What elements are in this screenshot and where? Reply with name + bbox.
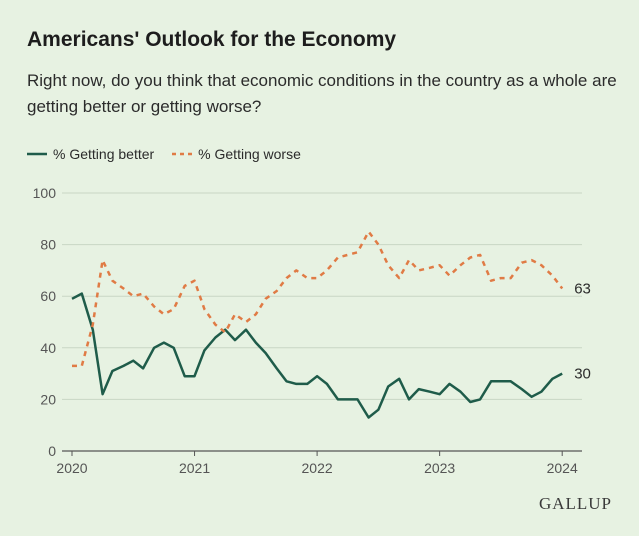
x-tick-label-2020: 2020 [56, 460, 87, 476]
x-tick-label-2022: 2022 [302, 460, 333, 476]
y-tick-label-40: 40 [40, 340, 56, 356]
end-label-better: 30 [574, 366, 591, 383]
end-label-worse: 63 [574, 280, 591, 297]
legend-swatch-better [27, 152, 47, 156]
y-tick-label-100: 100 [33, 185, 57, 201]
legend-item-worse: % Getting worse [172, 146, 301, 162]
series-line-better [71, 292, 563, 419]
chart-title: Americans' Outlook for the Economy [27, 28, 397, 51]
y-tick-label-20: 20 [40, 391, 56, 407]
gallup-logo: GALLUP [538, 494, 612, 513]
legend: % Getting better % Getting worse [27, 146, 319, 162]
x-tick-label-2021: 2021 [179, 460, 210, 476]
y-tick-label-60: 60 [40, 288, 56, 304]
x-tick-label-2023: 2023 [424, 460, 455, 476]
legend-label-better: % Getting better [53, 146, 155, 162]
y-tick-label-0: 0 [48, 443, 56, 459]
legend-swatch-worse [172, 152, 193, 156]
chart-subtitle: Right now, do you think that economic co… [27, 71, 617, 116]
legend-label-worse: % Getting worse [198, 146, 301, 162]
x-tick-label-2024: 2024 [547, 460, 578, 476]
series-line-worse [72, 230, 564, 368]
y-tick-label-80: 80 [40, 237, 56, 253]
legend-item-better: % Getting better [27, 146, 154, 162]
